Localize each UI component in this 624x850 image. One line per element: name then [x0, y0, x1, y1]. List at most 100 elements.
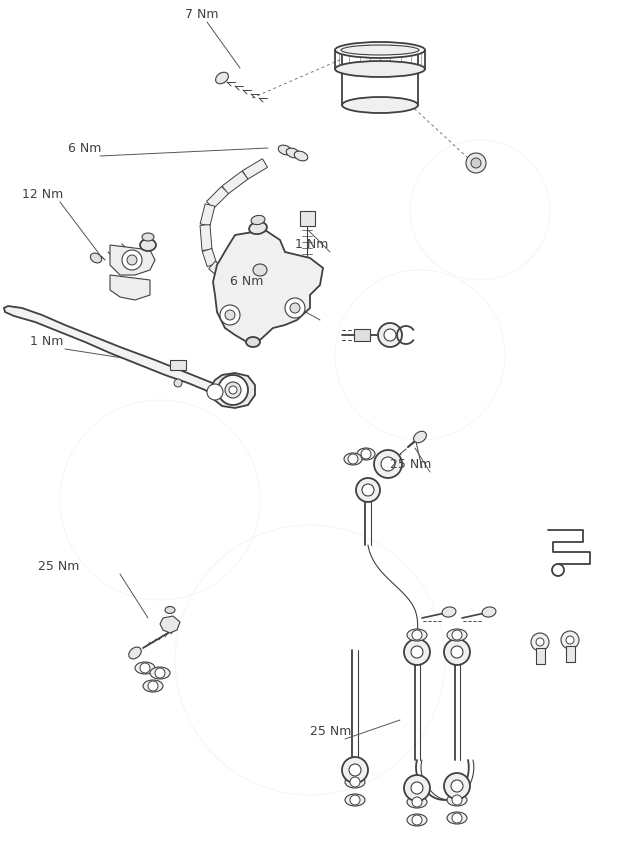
Ellipse shape: [442, 607, 456, 617]
Polygon shape: [160, 616, 180, 633]
Ellipse shape: [447, 794, 467, 806]
Bar: [565, 646, 575, 662]
Ellipse shape: [447, 629, 467, 641]
Circle shape: [140, 663, 150, 673]
Ellipse shape: [165, 607, 175, 614]
Polygon shape: [200, 224, 212, 251]
Ellipse shape: [344, 453, 362, 465]
Circle shape: [452, 813, 462, 823]
Circle shape: [362, 484, 374, 496]
Circle shape: [342, 757, 368, 783]
Circle shape: [452, 630, 462, 640]
Text: 7 Nm: 7 Nm: [185, 8, 218, 21]
Polygon shape: [4, 306, 248, 398]
Bar: [300, 211, 314, 225]
Ellipse shape: [286, 148, 300, 158]
Circle shape: [349, 764, 361, 776]
Circle shape: [220, 305, 240, 325]
Circle shape: [404, 775, 430, 801]
Circle shape: [225, 310, 235, 320]
Circle shape: [452, 795, 462, 805]
Bar: [354, 329, 370, 341]
Polygon shape: [222, 171, 248, 194]
Text: 25 Nm: 25 Nm: [38, 560, 79, 573]
Circle shape: [404, 639, 430, 665]
Circle shape: [451, 646, 463, 658]
Polygon shape: [200, 204, 215, 226]
Circle shape: [412, 797, 422, 807]
Ellipse shape: [215, 72, 228, 84]
Circle shape: [348, 454, 358, 464]
Circle shape: [350, 777, 360, 787]
Ellipse shape: [150, 667, 170, 679]
Ellipse shape: [357, 448, 375, 460]
Ellipse shape: [249, 222, 267, 234]
Text: 6 Nm: 6 Nm: [68, 142, 101, 155]
Circle shape: [122, 250, 142, 270]
Circle shape: [207, 384, 223, 400]
Circle shape: [378, 323, 402, 347]
Ellipse shape: [251, 215, 265, 224]
Ellipse shape: [335, 42, 425, 58]
Circle shape: [444, 639, 470, 665]
Polygon shape: [208, 261, 223, 275]
Circle shape: [412, 630, 422, 640]
Circle shape: [148, 681, 158, 691]
Circle shape: [374, 450, 402, 478]
Polygon shape: [110, 275, 150, 300]
Polygon shape: [243, 159, 268, 179]
Ellipse shape: [335, 61, 425, 77]
Polygon shape: [202, 248, 217, 267]
Circle shape: [411, 782, 423, 794]
Circle shape: [381, 457, 395, 471]
Circle shape: [552, 564, 564, 576]
Ellipse shape: [414, 431, 426, 443]
Ellipse shape: [143, 680, 163, 692]
Circle shape: [561, 631, 579, 649]
Circle shape: [412, 815, 422, 825]
Circle shape: [290, 303, 300, 313]
Polygon shape: [213, 230, 323, 342]
Circle shape: [471, 158, 481, 168]
Ellipse shape: [90, 253, 102, 263]
Ellipse shape: [345, 776, 365, 788]
Text: 25 Nm: 25 Nm: [390, 458, 431, 471]
Circle shape: [411, 646, 423, 658]
Circle shape: [466, 153, 486, 173]
Ellipse shape: [253, 264, 267, 276]
Text: 25 Nm: 25 Nm: [310, 725, 351, 738]
Text: 12 Nm: 12 Nm: [22, 188, 63, 201]
Circle shape: [536, 638, 544, 646]
Ellipse shape: [142, 233, 154, 241]
Ellipse shape: [135, 662, 155, 674]
Ellipse shape: [447, 812, 467, 824]
Circle shape: [531, 633, 549, 651]
Text: 1 Nm: 1 Nm: [30, 335, 64, 348]
Circle shape: [127, 255, 137, 265]
Ellipse shape: [278, 145, 292, 155]
Polygon shape: [110, 245, 155, 275]
Ellipse shape: [129, 647, 141, 659]
Ellipse shape: [246, 337, 260, 347]
Circle shape: [384, 329, 396, 341]
Ellipse shape: [407, 814, 427, 826]
Text: 1 Nm: 1 Nm: [295, 238, 328, 251]
Bar: [535, 648, 545, 664]
Ellipse shape: [345, 794, 365, 806]
Ellipse shape: [407, 629, 427, 641]
Circle shape: [225, 382, 241, 398]
Polygon shape: [210, 373, 255, 408]
Bar: [170, 360, 186, 370]
Polygon shape: [207, 186, 228, 208]
Text: 6 Nm: 6 Nm: [230, 275, 263, 288]
Circle shape: [350, 795, 360, 805]
Circle shape: [285, 298, 305, 318]
Circle shape: [451, 780, 463, 792]
Ellipse shape: [342, 97, 418, 113]
Ellipse shape: [140, 239, 156, 251]
Circle shape: [155, 668, 165, 678]
Ellipse shape: [407, 796, 427, 808]
Ellipse shape: [295, 151, 308, 161]
Circle shape: [361, 449, 371, 459]
Circle shape: [218, 375, 248, 405]
